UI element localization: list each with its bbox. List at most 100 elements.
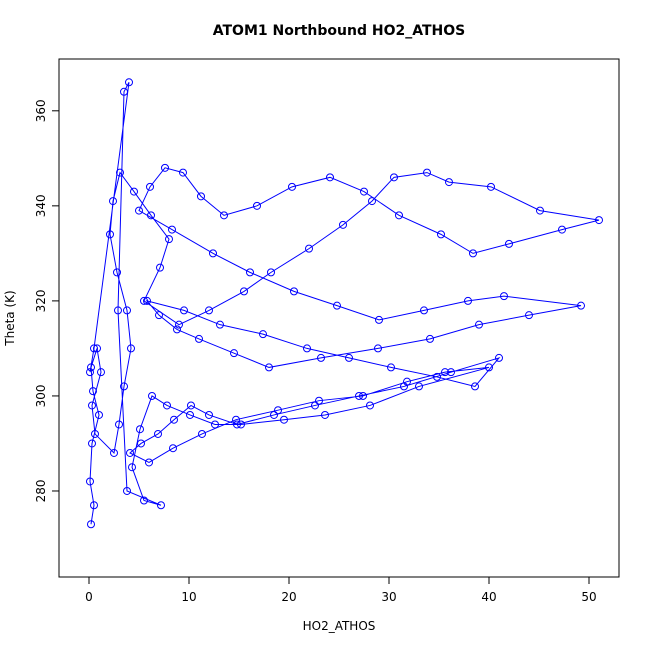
data-point <box>114 306 122 315</box>
data-point <box>232 415 240 424</box>
data-point <box>86 477 94 486</box>
data-point <box>197 192 205 201</box>
data-point <box>423 168 431 177</box>
data-point <box>87 520 95 529</box>
data-point <box>175 320 183 329</box>
data-point <box>311 401 319 410</box>
data-point <box>253 201 261 210</box>
data-point <box>89 387 97 396</box>
data-point <box>186 410 194 419</box>
data-point <box>339 220 347 229</box>
data-point <box>426 334 434 343</box>
data-point <box>180 306 188 315</box>
data-point <box>161 163 169 172</box>
data-point <box>368 197 376 206</box>
data-point <box>390 173 398 182</box>
data-point <box>179 168 187 177</box>
data-point <box>106 230 114 239</box>
data-point <box>315 396 323 405</box>
data-point <box>375 315 383 324</box>
data-point <box>267 268 275 277</box>
data-point <box>173 325 181 334</box>
data-point <box>120 382 128 391</box>
data-point <box>155 311 163 320</box>
data-point <box>487 182 495 191</box>
data-point <box>475 320 483 329</box>
data-point <box>230 349 238 358</box>
data-point <box>123 306 131 315</box>
data-point <box>86 368 94 377</box>
data-point <box>303 344 311 353</box>
data-point <box>305 244 313 253</box>
data-point <box>209 249 217 258</box>
data-point <box>127 344 135 353</box>
data-point <box>146 182 154 191</box>
data-point <box>195 334 203 343</box>
data-point <box>259 330 267 339</box>
data-point <box>125 78 133 87</box>
data-point <box>525 311 533 320</box>
data-point <box>274 406 282 415</box>
data-point <box>170 415 178 424</box>
data-point <box>360 187 368 196</box>
data-point <box>163 401 171 410</box>
data-point <box>387 363 395 372</box>
data-point <box>128 463 136 472</box>
data-point <box>88 439 96 448</box>
data-point <box>403 377 411 386</box>
data-point <box>130 187 138 196</box>
data-point <box>205 410 213 419</box>
data-point <box>246 268 254 277</box>
data-line <box>89 82 600 525</box>
x-tick-label: 30 <box>381 590 396 604</box>
data-point <box>288 182 296 191</box>
y-tick-label: 340 <box>34 194 48 217</box>
data-point <box>113 268 121 277</box>
data-point <box>505 239 513 248</box>
x-axis-label: HO2_ATHOS <box>303 619 376 633</box>
data-point <box>469 249 477 258</box>
data-point <box>415 382 423 391</box>
data-point <box>116 168 124 177</box>
data-point <box>437 230 445 239</box>
data-point <box>445 178 453 187</box>
data-point <box>485 363 493 372</box>
data-point <box>290 287 298 296</box>
data-point <box>240 287 248 296</box>
data-point <box>157 501 165 510</box>
data-point <box>595 216 603 225</box>
data-point <box>317 353 325 362</box>
data-point <box>433 372 441 381</box>
data-point <box>198 429 206 438</box>
data-point <box>123 486 131 495</box>
data-point <box>211 420 219 429</box>
data-point <box>154 429 162 438</box>
data-point <box>135 206 143 215</box>
data-point <box>326 173 334 182</box>
x-tick-label: 20 <box>281 590 296 604</box>
data-point <box>536 206 544 215</box>
data-point <box>464 296 472 305</box>
data-point <box>143 296 151 305</box>
data-point <box>220 211 228 220</box>
y-tick-label: 300 <box>34 384 48 407</box>
data-point <box>126 448 134 457</box>
data-point <box>366 401 374 410</box>
data-point <box>265 363 273 372</box>
y-tick-label: 280 <box>34 480 48 503</box>
data-point <box>91 429 99 438</box>
data-point <box>145 458 153 467</box>
data-point <box>110 448 118 457</box>
data-point <box>205 306 213 315</box>
data-point <box>140 296 148 305</box>
data-point <box>95 410 103 419</box>
data-point <box>333 301 341 310</box>
data-point <box>148 391 156 400</box>
data-point <box>169 444 177 453</box>
data-point <box>233 420 241 429</box>
data-point <box>156 263 164 272</box>
y-axis-label: Theta (K) <box>3 290 17 346</box>
data-point <box>395 211 403 220</box>
